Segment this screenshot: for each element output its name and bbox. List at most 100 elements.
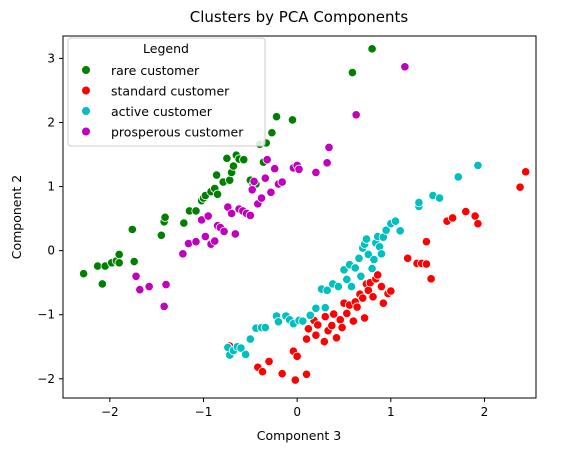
legend-marker [81,106,91,116]
data-point [271,112,282,122]
series-rare-customer [79,44,377,289]
data-point [249,176,259,187]
data-point [515,182,525,192]
data-point [79,269,89,279]
legend-label: active customer [111,104,213,119]
data-point [354,253,364,263]
data-point [400,62,410,72]
data-point [114,258,124,268]
legend-label: rare customer [111,63,200,78]
data-point [219,226,229,237]
data-point [264,356,274,367]
data-point [367,44,377,54]
data-point [356,271,366,281]
legend-title: Legend [143,41,189,56]
data-point [179,218,189,228]
data-points [79,44,531,385]
data-point [311,303,321,313]
data-point [322,285,332,295]
data-point [339,265,349,275]
data-point [245,334,255,344]
y-axis-label: Component 2 [9,175,24,260]
data-point [292,351,302,361]
data-point [200,231,210,242]
data-point [161,279,171,290]
data-point [228,161,239,171]
data-point [239,155,249,165]
data-point [376,281,387,292]
x-axis-label: Component 3 [257,428,342,443]
x-tick-label: −1 [195,405,213,419]
data-point [346,281,357,292]
legend-marker [81,126,91,137]
data-point [359,313,370,323]
y-axis: −2 −1 0 1 2 3 [37,51,63,386]
data-point [320,303,330,313]
data-point [395,226,405,236]
data-point [277,369,287,379]
data-point [324,142,334,153]
data-point [414,197,424,208]
data-point [473,219,483,229]
data-point [114,249,124,260]
data-point [97,279,107,289]
data-point [212,189,223,199]
data-point [225,175,235,185]
data-point [131,271,141,281]
legend-marker [81,65,91,75]
data-point [262,155,272,165]
data-point [212,170,222,180]
data-point [267,128,277,138]
data-point [313,320,323,330]
data-point [335,315,345,325]
data-point [266,187,276,197]
data-point [230,229,240,239]
data-point [352,302,362,312]
data-point [226,208,237,219]
data-point [369,255,379,265]
series-prosperous-customer [131,62,410,311]
data-point [333,281,343,292]
legend-box [67,37,266,147]
data-point [247,185,257,195]
data-point [159,301,169,311]
data-point [277,177,287,187]
data-point [320,312,330,322]
x-tick-label: −2 [101,405,119,419]
legend-marker [81,85,91,96]
data-point [390,216,401,226]
data-point [327,320,337,331]
data-point [178,249,188,259]
data-point [322,158,332,168]
data-point [373,270,383,280]
chart-title: Clusters by PCA Components [190,8,409,26]
series-active-customer [223,160,483,360]
data-point [363,249,373,260]
y-tick-label: −1 [37,308,55,322]
data-point [367,263,377,274]
y-tick-label: 3 [47,51,55,65]
data-point [342,308,352,319]
data-point [351,110,361,120]
data-point [319,337,329,347]
data-point [329,309,339,319]
data-point [421,259,432,269]
data-point [294,164,304,174]
x-tick-label: 0 [293,405,301,419]
data-point [191,237,201,247]
data-point [342,274,352,285]
data-point [135,285,145,295]
data-point [210,236,220,246]
data-point [311,167,321,178]
data-point [403,253,413,263]
data-point [191,206,201,216]
y-tick-label: −2 [37,372,55,386]
y-tick-label: 0 [47,244,55,258]
data-point [448,213,458,223]
data-point [331,333,342,343]
data-point [473,160,483,171]
data-point [461,206,471,217]
data-point [298,316,308,326]
data-point [156,230,166,240]
